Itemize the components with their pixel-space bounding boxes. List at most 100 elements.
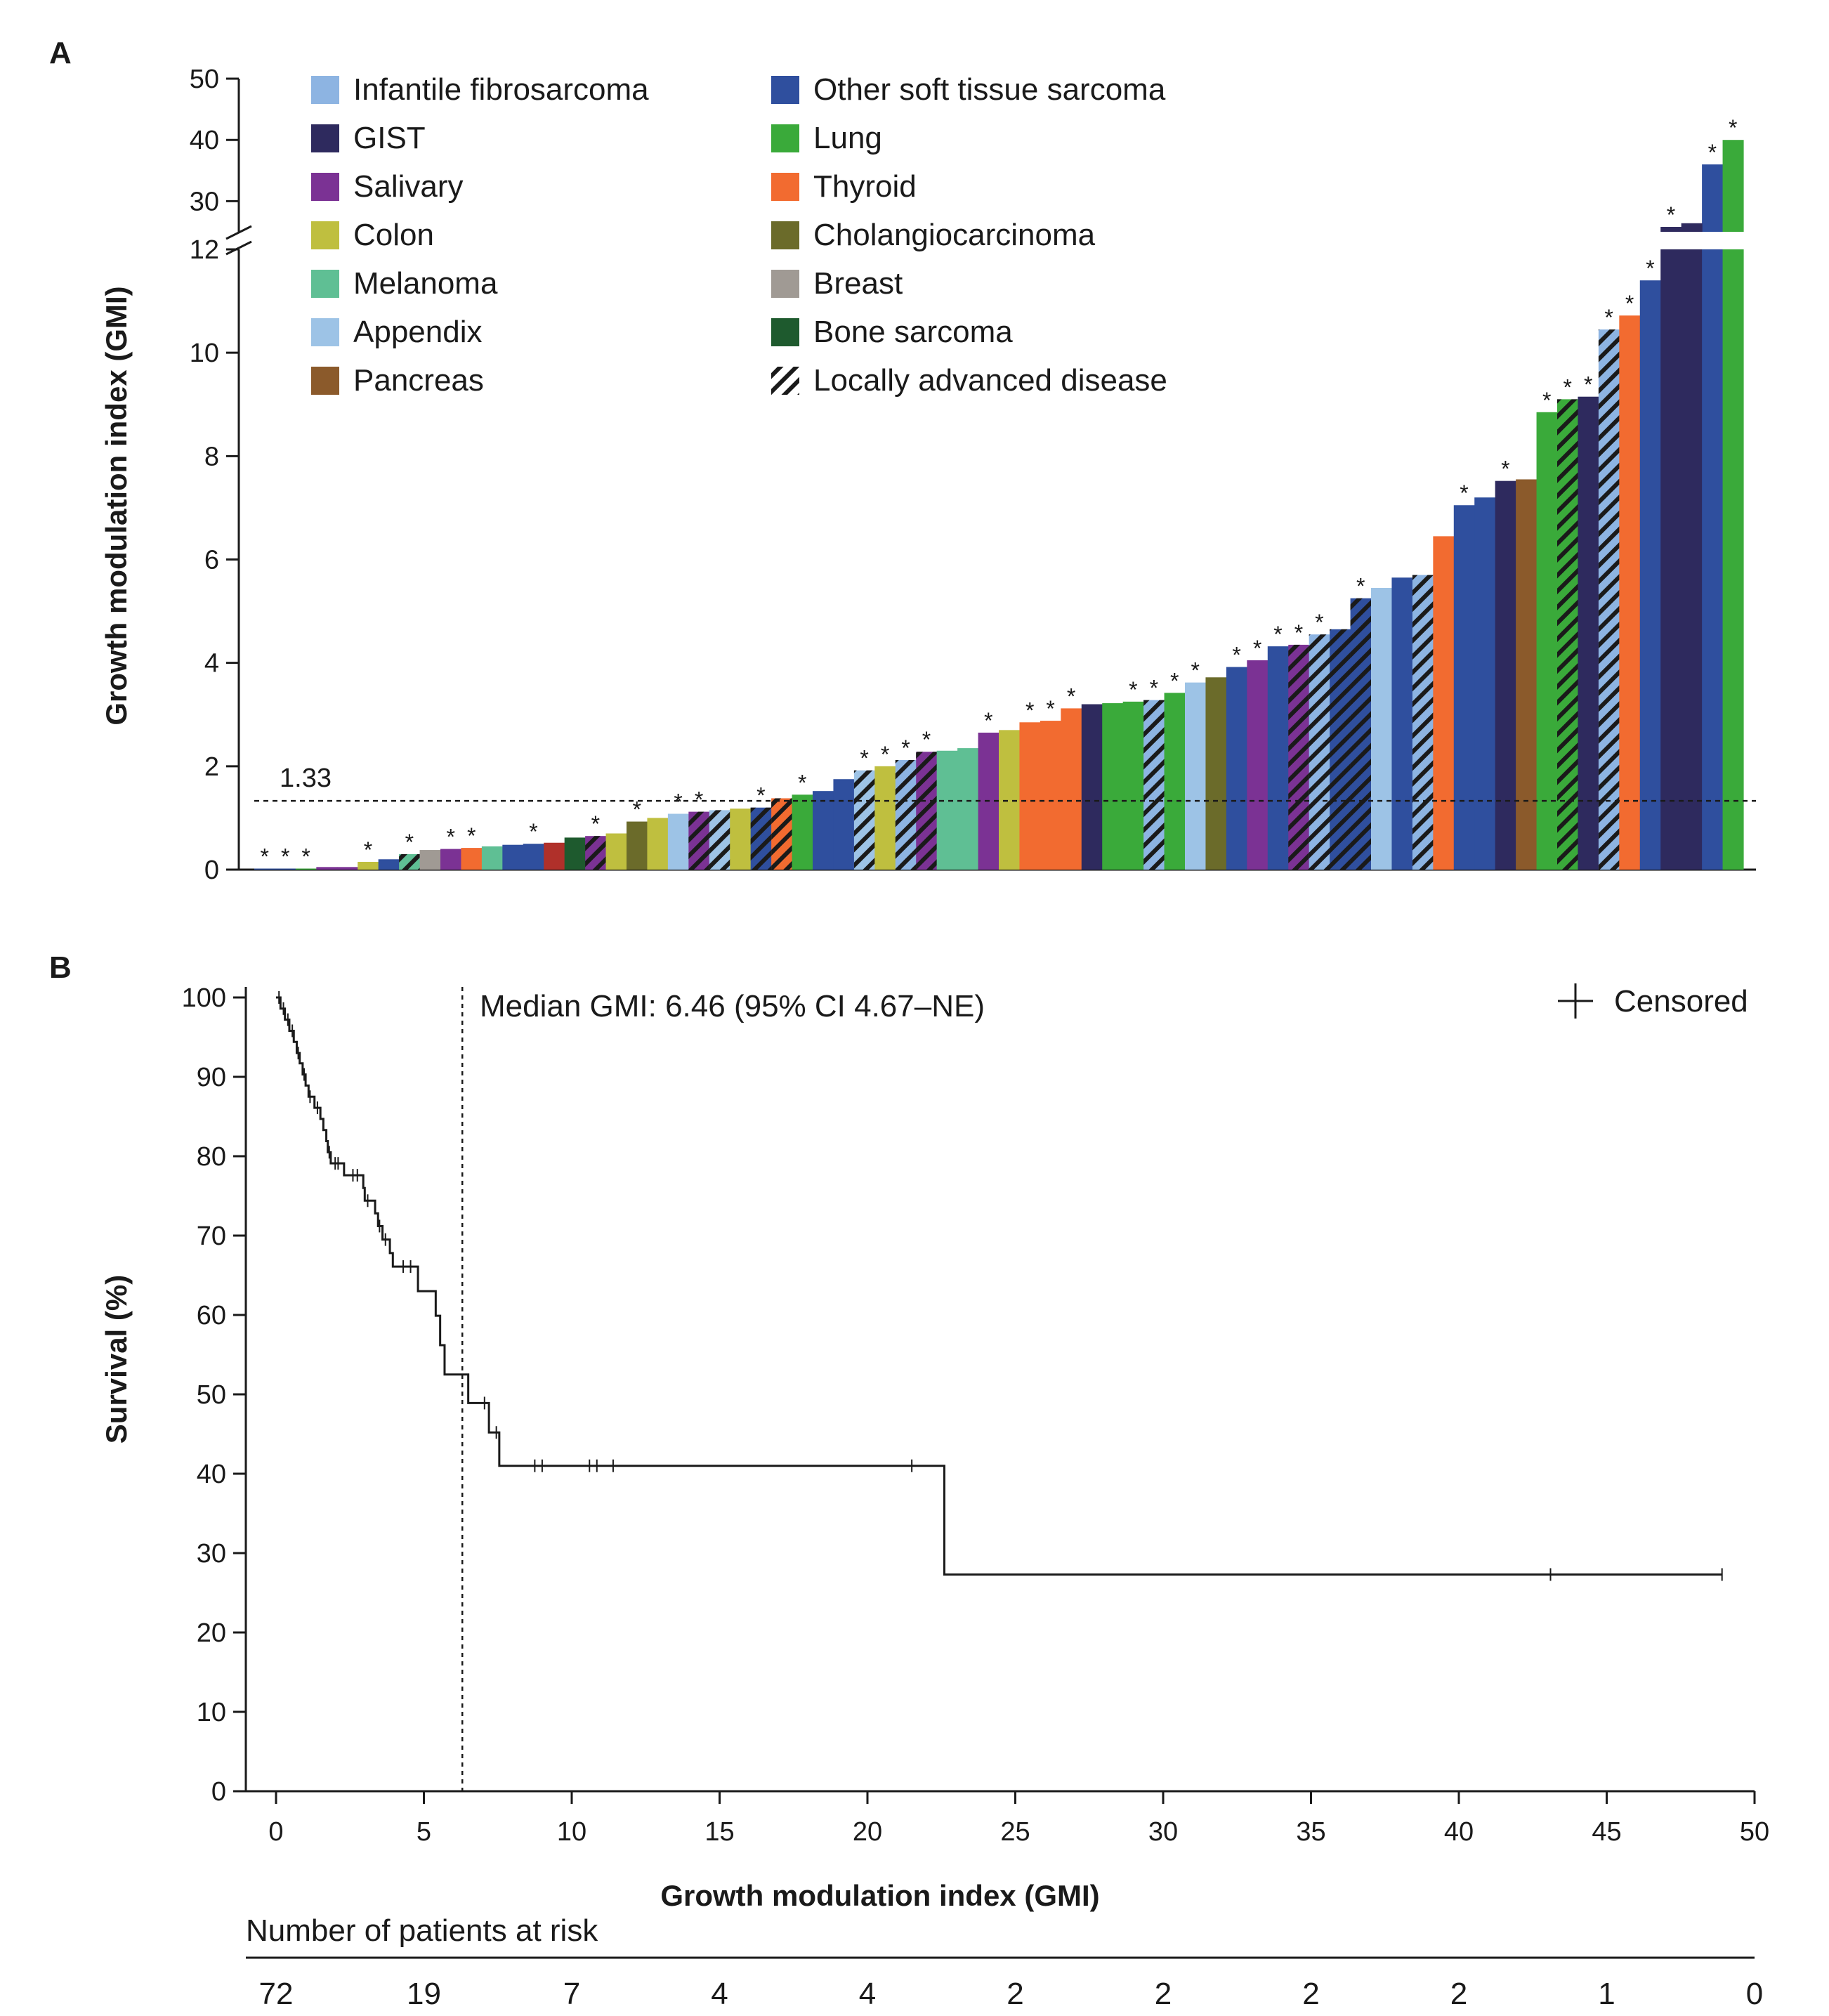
panel-a-axis-break-1 bbox=[225, 225, 252, 240]
legend-swatch bbox=[311, 270, 339, 298]
bar bbox=[523, 844, 544, 870]
bar bbox=[1660, 249, 1682, 870]
bar bbox=[1722, 249, 1744, 870]
significance-star: * bbox=[405, 830, 414, 855]
panel-b-y-axis-title: Survival (%) bbox=[100, 1275, 133, 1444]
significance-star: * bbox=[922, 727, 931, 752]
panel-b-y-tick-label: 50 bbox=[197, 1380, 226, 1410]
significance-star: * bbox=[1315, 610, 1323, 635]
significance-star: * bbox=[1129, 677, 1137, 702]
at-risk-count: 2 bbox=[1007, 1977, 1023, 2011]
at-risk-count: 0 bbox=[1746, 1977, 1763, 2011]
significance-star: * bbox=[1025, 698, 1034, 723]
legend-label: Pancreas bbox=[353, 363, 484, 398]
significance-star: * bbox=[984, 708, 992, 733]
legend-label: GIST bbox=[353, 121, 426, 155]
bar bbox=[936, 750, 958, 870]
significance-star: * bbox=[281, 844, 289, 870]
bar-hatch bbox=[1288, 644, 1310, 870]
significance-star: * bbox=[1253, 636, 1261, 661]
significance-star: * bbox=[1542, 388, 1551, 413]
survival-curve bbox=[276, 996, 1722, 1576]
bar bbox=[1247, 660, 1268, 870]
bar bbox=[1536, 412, 1558, 870]
panel-b-y-tick-label: 60 bbox=[197, 1301, 226, 1330]
at-risk-count: 72 bbox=[259, 1977, 294, 2011]
bar bbox=[1453, 505, 1475, 870]
significance-star: * bbox=[881, 742, 889, 767]
panel-b-y-tick-label: 80 bbox=[197, 1142, 226, 1172]
significance-star: * bbox=[1584, 372, 1592, 398]
bar bbox=[1433, 536, 1455, 870]
significance-star: * bbox=[1646, 256, 1654, 281]
bar bbox=[1122, 701, 1144, 870]
panel-b-x-tick-label: 5 bbox=[417, 1817, 431, 1847]
bar-hatch bbox=[1143, 700, 1165, 870]
significance-star: * bbox=[1460, 480, 1468, 506]
bar bbox=[295, 868, 317, 870]
bar bbox=[1371, 587, 1393, 870]
bar-hatch bbox=[1309, 634, 1330, 870]
legend-label: Salivary bbox=[353, 169, 464, 204]
bar bbox=[1040, 721, 1061, 870]
threshold-label: 1.33 bbox=[280, 764, 332, 793]
panel-b-x-tick-label: 20 bbox=[853, 1817, 882, 1847]
panel-b-x-tick-label: 25 bbox=[1000, 1817, 1030, 1847]
at-risk-count: 19 bbox=[407, 1977, 441, 2011]
significance-star: * bbox=[1191, 658, 1199, 683]
legend-label: Appendix bbox=[353, 315, 482, 349]
legend-swatch bbox=[771, 173, 799, 201]
legend-swatch bbox=[771, 318, 799, 346]
panel-b-y-tick-label: 30 bbox=[197, 1539, 226, 1569]
bar bbox=[874, 766, 896, 870]
panel-a-legend: Infantile fibrosarcoma GIST Salivary Colon M… bbox=[311, 72, 1167, 398]
legend-label: Melanoma bbox=[353, 266, 498, 301]
bar-hatch bbox=[1557, 399, 1579, 870]
panel-a-y-tick-label: 8 bbox=[204, 442, 219, 471]
panel-a-y-tick-label: 50 bbox=[190, 65, 219, 94]
legend-label: Bone sarcoma bbox=[813, 315, 1013, 349]
median-label: Median GMI: 6.46 (95% CI 4.67–NE) bbox=[480, 989, 985, 1023]
significance-star: * bbox=[860, 746, 868, 771]
panel-b-x-tick-label: 0 bbox=[268, 1817, 283, 1847]
at-risk-count: 2 bbox=[1450, 1977, 1467, 2011]
bar-hatch bbox=[853, 770, 875, 870]
at-risk-count: 7 bbox=[563, 1977, 580, 2011]
bar-hatch bbox=[895, 760, 917, 870]
legend-label: Other soft tissue sarcoma bbox=[813, 72, 1166, 107]
significance-star: * bbox=[798, 770, 806, 795]
bar bbox=[564, 837, 586, 870]
panel-b-y-tick-label: 20 bbox=[197, 1618, 226, 1648]
significance-star: * bbox=[1729, 115, 1737, 140]
significance-star: * bbox=[901, 735, 910, 761]
bar bbox=[461, 848, 483, 870]
significance-star: * bbox=[529, 819, 537, 844]
significance-star: * bbox=[591, 811, 600, 837]
panel-a-y-tick-label: 12 bbox=[190, 235, 219, 265]
bar bbox=[1639, 280, 1661, 870]
bar bbox=[1578, 396, 1599, 870]
bar-hatch bbox=[1350, 598, 1372, 870]
bar bbox=[730, 809, 752, 870]
significance-star: * bbox=[1667, 202, 1675, 228]
significance-star: * bbox=[446, 825, 454, 850]
significance-star: * bbox=[1170, 668, 1179, 693]
at-risk-count: 1 bbox=[1598, 1977, 1615, 2011]
significance-star: * bbox=[1067, 683, 1075, 709]
bar bbox=[957, 748, 979, 870]
panel-a-y-tick-label: 2 bbox=[204, 752, 219, 782]
panel-b-y-tick-label: 0 bbox=[211, 1777, 226, 1807]
legend-swatch bbox=[771, 124, 799, 152]
significance-star: * bbox=[1604, 305, 1613, 330]
at-risk-title: Number of patients at risk bbox=[246, 1913, 598, 1948]
bar bbox=[1619, 315, 1641, 870]
bar bbox=[1019, 722, 1041, 870]
at-risk-count: 2 bbox=[1155, 1977, 1172, 2011]
bar bbox=[544, 842, 565, 870]
bar bbox=[813, 791, 834, 870]
bar-hatch bbox=[585, 836, 607, 870]
panel-a-label: A bbox=[49, 36, 72, 70]
significance-star: * bbox=[1501, 457, 1509, 482]
bar bbox=[336, 867, 358, 870]
